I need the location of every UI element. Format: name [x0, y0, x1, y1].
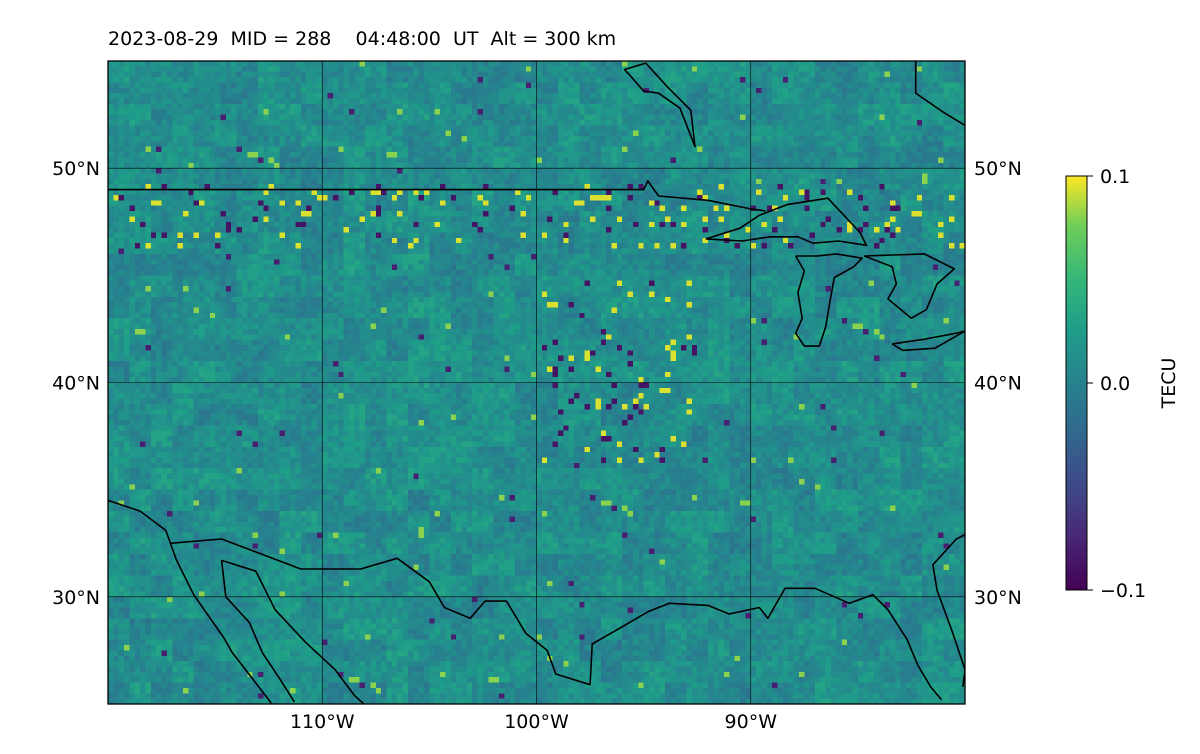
lon-tick-label: 90°W: [725, 711, 778, 733]
colorbar: 0.1 0.0 −0.1 TECU: [1065, 166, 1180, 602]
hudson-bay-coast-line: [914, 61, 965, 126]
us-canada-border-line: [108, 180, 766, 212]
mexico-us-border-line: [170, 538, 591, 686]
gulf-coast-line: [589, 587, 943, 701]
lake-michigan-line: [794, 253, 864, 347]
latitude-labels-right: 50°N 40°N 30°N: [974, 158, 1022, 609]
colorbar-tick-label: 0.0: [1100, 373, 1130, 395]
florida-atlantic-coast-line: [932, 533, 965, 687]
longitude-labels: 110°W 100°W 90°W: [290, 711, 777, 733]
baja-california-west-line: [108, 499, 273, 704]
coastlines: [108, 61, 965, 704]
baja-peninsula-east-line: [220, 560, 296, 703]
lat-tick-label-left: 30°N: [52, 587, 100, 609]
lake-erie-line: [891, 330, 965, 352]
lon-tick-label: 100°W: [504, 711, 569, 733]
lake-huron-line: [864, 253, 956, 320]
colorbar-gradient: [1065, 175, 1088, 591]
lat-tick-label-right: 30°N: [974, 587, 1022, 609]
lat-tick-label-left: 50°N: [52, 158, 100, 180]
lat-tick-label-right: 50°N: [974, 158, 1022, 180]
map-title: 2023-08-29 MID = 288 04:48:00 UT Alt = 3…: [108, 28, 617, 50]
lat-tick-label-right: 40°N: [974, 373, 1022, 395]
colorbar-ticks: 0.1 0.0 −0.1: [1087, 166, 1146, 602]
latitude-labels-left: 50°N 40°N 30°N: [52, 158, 100, 609]
map-frame: [107, 60, 966, 705]
gulf-of-california-east-line: [221, 559, 366, 704]
lat-tick-label-left: 40°N: [52, 373, 100, 395]
lake-superior-line: [705, 197, 868, 247]
tec-map-area: [107, 60, 966, 705]
colorbar-label: TECU: [1158, 358, 1180, 410]
lon-tick-label: 110°W: [290, 711, 355, 733]
southampton-island-line: [623, 62, 696, 148]
colorbar-tick-label: 0.1: [1100, 166, 1130, 188]
colorbar-tick-label: −0.1: [1100, 580, 1146, 602]
graticule: [108, 61, 965, 704]
